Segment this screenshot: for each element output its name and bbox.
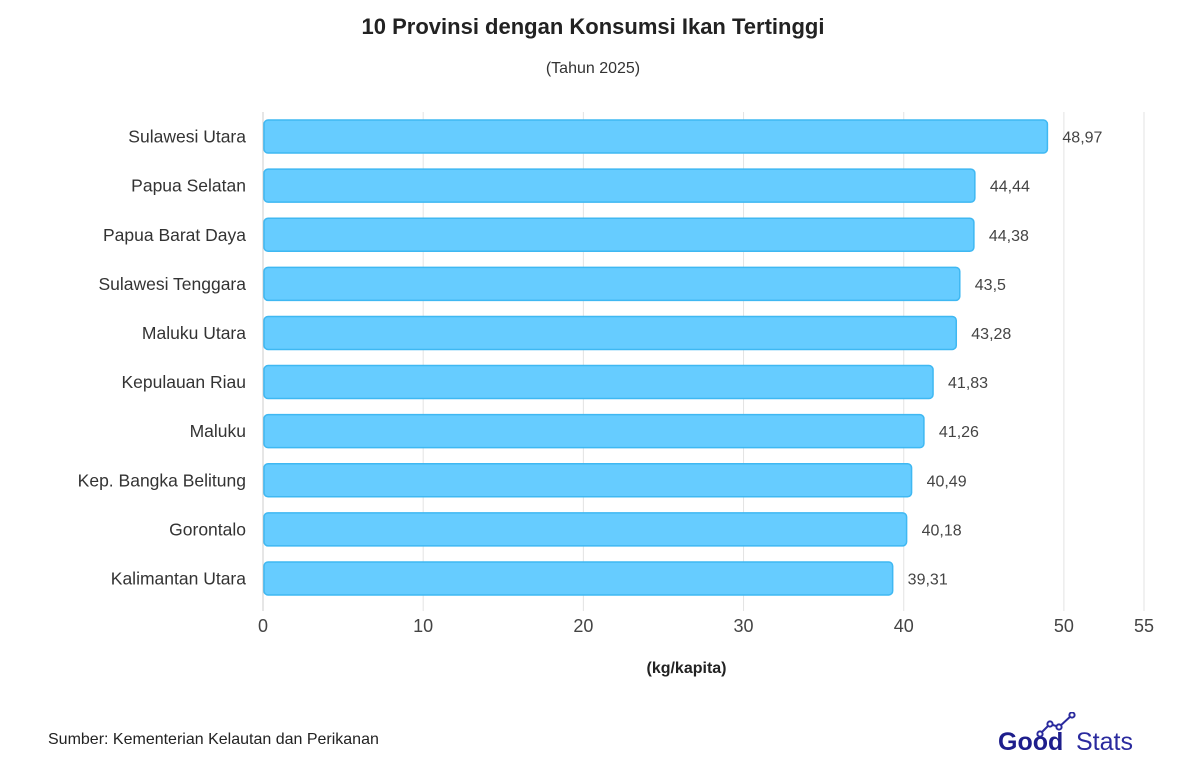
value-label: 40,18 — [922, 522, 962, 539]
bar — [263, 512, 908, 547]
source-note: Sumber: Kementerian Kelautan dan Perikan… — [48, 731, 379, 748]
bar — [263, 217, 975, 252]
bar — [263, 561, 894, 596]
bar — [263, 315, 958, 351]
category-label: Papua Barat Daya — [103, 225, 246, 245]
x-tick-label: 30 — [734, 616, 754, 636]
chart-title: 10 Provinsi dengan Konsumsi Ikan Terting… — [361, 14, 825, 39]
bar — [263, 119, 1049, 154]
x-axis-title: (kg/kapita) — [646, 660, 726, 677]
category-label: Sulawesi Utara — [128, 127, 246, 147]
category-label: Kep. Bangka Belitung — [78, 470, 246, 490]
category-label: Kalimantan Utara — [111, 568, 246, 588]
bar — [263, 266, 961, 302]
bar — [263, 364, 934, 400]
value-label: 43,28 — [971, 326, 1011, 343]
goodstats-logo: Good Stats — [998, 712, 1133, 756]
bar — [263, 413, 925, 449]
value-label: 44,44 — [990, 179, 1030, 196]
bar — [263, 168, 976, 203]
value-label: 41,26 — [939, 424, 979, 441]
chart-subtitle: (Tahun 2025) — [545, 60, 641, 77]
value-label: 48,97 — [1062, 130, 1102, 147]
value-label: 44,38 — [989, 228, 1029, 245]
logo-stats-text: Stats — [1076, 728, 1133, 756]
logo-good-text: Good — [998, 728, 1063, 756]
bar-chart: 0 10 20 30 40 50 55 Sulawesi Utara 48,97 Papua Se… — [78, 112, 1154, 677]
trend-line-icon — [1036, 712, 1076, 738]
category-label: Sulawesi Tenggara — [98, 274, 246, 294]
x-tick-label: 55 — [1134, 616, 1154, 636]
category-label: Kepulauan Riau — [121, 372, 246, 392]
category-label: Gorontalo — [169, 519, 246, 539]
x-tick-label: 0 — [258, 616, 268, 636]
value-label: 40,49 — [927, 473, 967, 490]
x-tick-label: 40 — [894, 616, 914, 636]
x-tick-label: 10 — [413, 616, 433, 636]
x-tick-label: 50 — [1054, 616, 1074, 636]
value-label: 43,5 — [975, 277, 1006, 294]
category-label: Maluku — [190, 421, 246, 441]
category-label: Maluku Utara — [142, 323, 246, 343]
category-label: Papua Selatan — [131, 176, 246, 196]
x-tick-label: 20 — [573, 616, 593, 636]
value-label: 39,31 — [908, 571, 948, 588]
bar — [263, 463, 913, 498]
value-label: 41,83 — [948, 375, 988, 392]
